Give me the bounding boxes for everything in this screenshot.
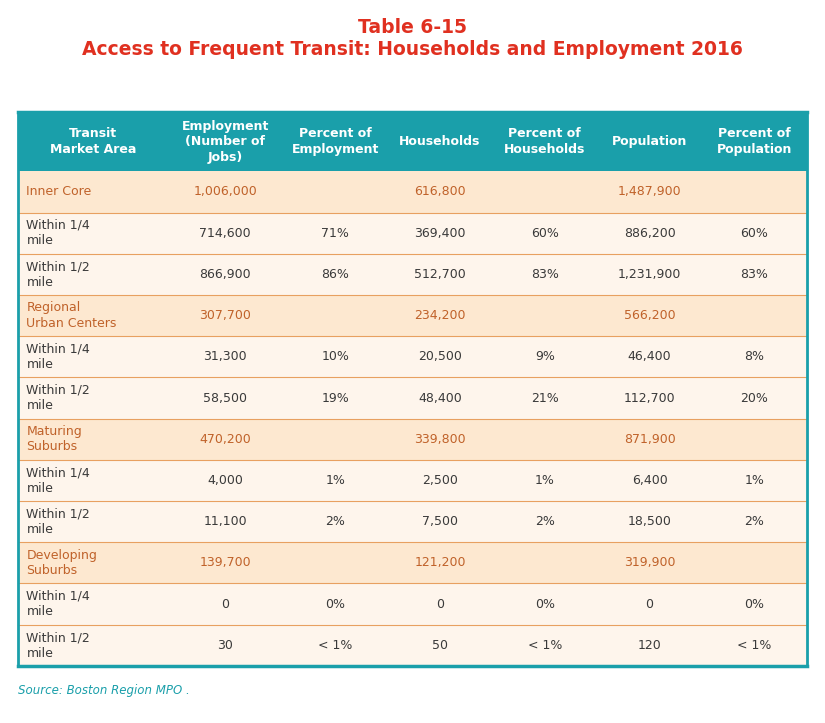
Bar [18,336,807,377]
Text: 60%: 60% [741,227,768,239]
Text: 8%: 8% [744,351,765,363]
Bar [18,112,807,171]
Text: 1,006,000: 1,006,000 [193,186,257,198]
Text: 0: 0 [646,598,653,610]
Text: Within 1/4
mile: Within 1/4 mile [26,219,90,247]
Text: Source: Boston Region MPO .: Source: Boston Region MPO . [18,684,190,697]
Text: 1,231,900: 1,231,900 [618,268,681,281]
Text: Within 1/4
mile: Within 1/4 mile [26,590,90,618]
Bar [18,501,807,542]
Text: Within 1/2
mile: Within 1/2 mile [26,384,90,412]
Text: 0%: 0% [535,598,554,610]
Text: Developing
Suburbs: Developing Suburbs [26,549,97,577]
Text: 121,200: 121,200 [414,557,465,569]
Text: 0: 0 [436,598,444,610]
Text: Maturing
Suburbs: Maturing Suburbs [26,425,82,453]
Text: 71%: 71% [321,227,349,239]
Text: Table 6-15: Table 6-15 [358,18,467,37]
Text: 83%: 83% [530,268,559,281]
Text: 9%: 9% [535,351,554,363]
Bar [18,213,807,254]
Text: 20,500: 20,500 [418,351,462,363]
Text: 616,800: 616,800 [414,186,466,198]
Text: 2%: 2% [325,515,345,528]
Text: 6,400: 6,400 [632,474,667,487]
Text: 714,600: 714,600 [200,227,251,239]
Text: 307,700: 307,700 [200,309,252,322]
Text: Population: Population [612,135,687,148]
Text: 112,700: 112,700 [624,392,676,404]
Text: 120: 120 [638,639,662,651]
Text: Within 1/4
mile: Within 1/4 mile [26,466,90,495]
Text: 50: 50 [432,639,448,651]
Text: Employment
(Number of
Jobs): Employment (Number of Jobs) [182,120,269,163]
Text: 86%: 86% [321,268,349,281]
Text: Within 1/2
mile: Within 1/2 mile [26,508,90,536]
Text: < 1%: < 1% [738,639,771,651]
Text: Inner Core: Inner Core [26,186,92,198]
Bar [18,295,807,336]
Text: 2,500: 2,500 [422,474,458,487]
Text: 20%: 20% [741,392,768,404]
Text: 83%: 83% [741,268,768,281]
Bar [18,583,807,625]
Text: Regional
Urban Centers: Regional Urban Centers [26,301,117,330]
Text: 2%: 2% [744,515,765,528]
Bar [18,377,807,419]
Text: 1%: 1% [325,474,345,487]
Text: 7,500: 7,500 [422,515,458,528]
Text: 2%: 2% [535,515,554,528]
Text: 866,900: 866,900 [200,268,251,281]
Text: Transit
Market Area: Transit Market Area [50,127,136,156]
Text: Households: Households [399,135,481,148]
Text: 30: 30 [217,639,233,651]
Text: Access to Frequent Transit: Households and Employment 2016: Access to Frequent Transit: Households a… [82,40,743,59]
Text: 19%: 19% [321,392,349,404]
Text: 319,900: 319,900 [624,557,676,569]
Text: 11,100: 11,100 [204,515,248,528]
Text: Percent of
Employment: Percent of Employment [291,127,379,156]
Text: Within 1/2
mile: Within 1/2 mile [26,260,90,288]
Text: Within 1/4
mile: Within 1/4 mile [26,343,90,371]
Text: 1%: 1% [535,474,554,487]
Bar [18,542,807,583]
Text: 139,700: 139,700 [200,557,251,569]
Text: 0: 0 [221,598,229,610]
Text: 10%: 10% [321,351,349,363]
Text: 18,500: 18,500 [628,515,672,528]
Bar [18,625,807,666]
Text: < 1%: < 1% [528,639,562,651]
Bar [18,254,807,295]
Text: 46,400: 46,400 [628,351,672,363]
Text: 566,200: 566,200 [624,309,676,322]
Bar [18,171,807,213]
Text: 886,200: 886,200 [624,227,676,239]
Text: 4,000: 4,000 [207,474,243,487]
Text: 234,200: 234,200 [414,309,465,322]
Text: 369,400: 369,400 [414,227,465,239]
Text: 339,800: 339,800 [414,433,466,445]
Text: Percent of
Population: Percent of Population [717,127,792,156]
Bar [18,460,807,501]
Text: 31,300: 31,300 [204,351,248,363]
Text: 1,487,900: 1,487,900 [618,186,681,198]
Text: 470,200: 470,200 [200,433,251,445]
Text: 871,900: 871,900 [624,433,676,445]
Text: 0%: 0% [325,598,345,610]
Text: 0%: 0% [744,598,765,610]
Text: 58,500: 58,500 [203,392,248,404]
Text: Percent of
Households: Percent of Households [504,127,586,156]
Text: 512,700: 512,700 [414,268,466,281]
Text: < 1%: < 1% [318,639,352,651]
Text: 60%: 60% [530,227,559,239]
Text: 48,400: 48,400 [418,392,462,404]
Text: Within 1/2
mile: Within 1/2 mile [26,631,90,659]
Text: 21%: 21% [531,392,559,404]
Bar [18,419,807,460]
Text: 1%: 1% [744,474,765,487]
